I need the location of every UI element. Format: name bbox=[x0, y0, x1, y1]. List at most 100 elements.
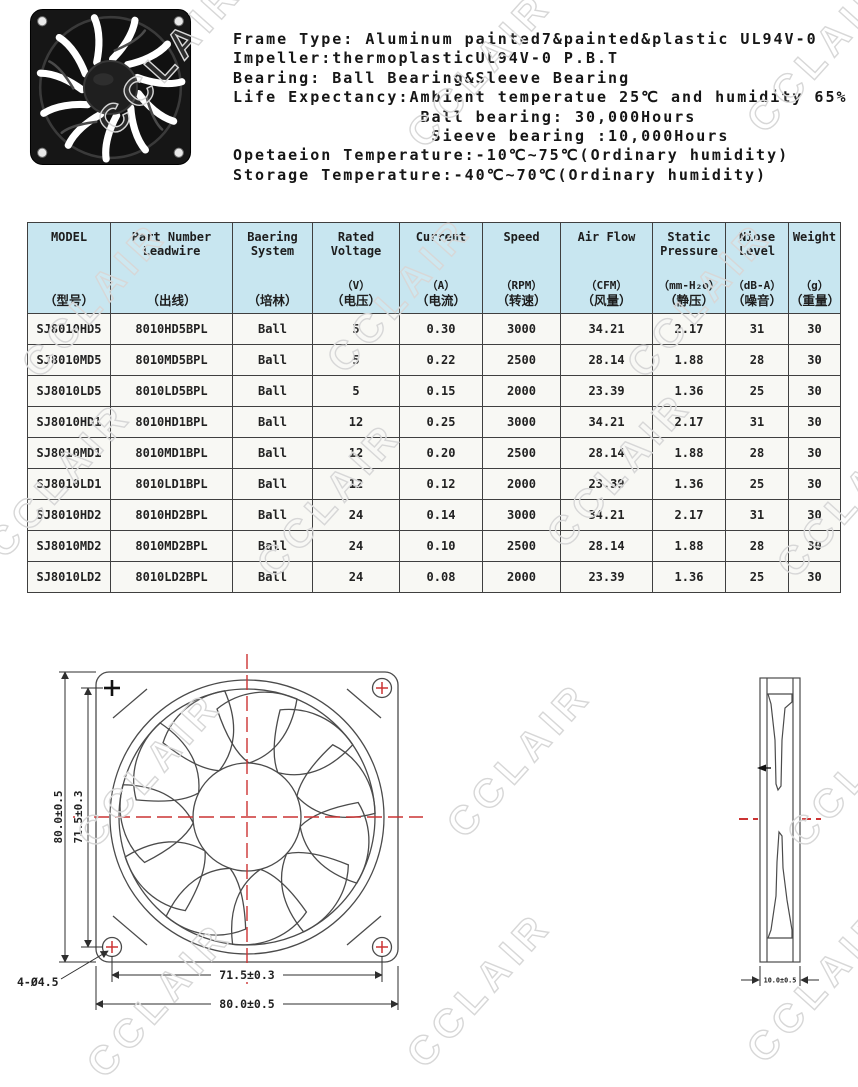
spec-line: Storage Temperature:-40℃~70℃(Ordinary hu… bbox=[233, 165, 768, 184]
dim-left-outer: 80.0±0.5 bbox=[52, 791, 65, 844]
column-header-cn: （电压） bbox=[330, 294, 381, 308]
table-cell: Ball bbox=[232, 437, 313, 469]
fan-corner-holes bbox=[37, 16, 184, 158]
table-cell: 8010LD5BPL bbox=[110, 375, 233, 407]
fan-blades bbox=[36, 14, 186, 163]
table-cell: 8010MD5BPL bbox=[110, 344, 233, 376]
column-header-en: Niose Level bbox=[738, 230, 776, 258]
hub-pointer bbox=[757, 764, 771, 772]
table-row: SJ8010LD1 8010LD1BPL Ball 12 0.12 2000 23.39 1.… bbox=[27, 468, 841, 500]
table-cell: 1.36 bbox=[652, 561, 726, 593]
table-cell: SJ8010HD1 bbox=[27, 406, 111, 438]
table-cell: Ball bbox=[232, 344, 313, 376]
column-header-en: Part Number Leadwire bbox=[131, 230, 212, 258]
dim-thickness: 10.0±0.5 bbox=[764, 977, 797, 985]
table-cell: Ball bbox=[232, 561, 313, 593]
table-cell: 0.14 bbox=[399, 499, 483, 531]
table-cell: 30 bbox=[788, 437, 841, 469]
table-row: SJ8010HD5 8010HD5BPL Ball 5 0.30 3000 34.21 2.1… bbox=[27, 313, 841, 345]
column-header-cn: （出线） bbox=[146, 294, 197, 308]
column-header: Weight （g） （重量） bbox=[788, 222, 841, 314]
table-cell: SJ8010MD1 bbox=[27, 437, 111, 469]
table-cell: Ball bbox=[232, 406, 313, 438]
table-cell: 2000 bbox=[482, 468, 561, 500]
table-cell: Ball bbox=[232, 468, 313, 500]
table-cell: 30 bbox=[788, 344, 841, 376]
table-cell: 25 bbox=[725, 561, 789, 593]
impeller-blades bbox=[115, 684, 382, 952]
table-cell: 0.25 bbox=[399, 406, 483, 438]
fan-hub bbox=[82, 59, 139, 116]
column-header: Baering System （培林） bbox=[232, 222, 313, 314]
column-header-en: MODEL bbox=[50, 230, 88, 244]
table-cell: 30 bbox=[788, 375, 841, 407]
table-cell: 0.20 bbox=[399, 437, 483, 469]
column-header-en: Weight bbox=[792, 230, 837, 244]
column-header: Part Number Leadwire （出线） bbox=[110, 222, 233, 314]
table-row: SJ8010LD2 8010LD2BPL Ball 24 0.08 2000 23.39 1.… bbox=[27, 561, 841, 593]
table-cell: 30 bbox=[788, 468, 841, 500]
column-header-cn: （风量） bbox=[581, 294, 632, 308]
table-cell: 1.88 bbox=[652, 530, 726, 562]
table-cell: 3000 bbox=[482, 406, 561, 438]
column-header-unit: （CFM） bbox=[585, 279, 628, 292]
table-cell: 12 bbox=[312, 468, 400, 500]
table-row: SJ8010HD2 8010HD2BPL Ball 24 0.14 3000 34.21 2.… bbox=[27, 499, 841, 531]
table-cell: 25 bbox=[725, 468, 789, 500]
table-cell: 23.39 bbox=[560, 468, 653, 500]
table-row: SJ8010LD5 8010LD5BPL Ball 5 0.15 2000 23.39 1.3… bbox=[27, 375, 841, 407]
table-header-row: MODEL （型号） Part Number Leadwire （出线） Baering… bbox=[27, 222, 841, 314]
table-row: SJ8010MD5 8010MD5BPL Ball 5 0.22 2500 28.14 1.8… bbox=[27, 344, 841, 376]
table-cell: 2500 bbox=[482, 437, 561, 469]
column-header: MODEL （型号） bbox=[27, 222, 111, 314]
table-row: SJ8010MD1 8010MD1BPL Ball 12 0.20 2500 28.14 1.… bbox=[27, 437, 841, 469]
spec-line: Impeller:thermoplasticUL94V-0 P.B.T bbox=[233, 49, 620, 68]
table-cell: SJ8010HD2 bbox=[27, 499, 111, 531]
hole-callout: 4-Ø4.5 bbox=[17, 975, 59, 989]
table-cell: 2.17 bbox=[652, 406, 726, 438]
fan-product-photo bbox=[29, 9, 192, 165]
table-cell: 8010MD2BPL bbox=[110, 530, 233, 562]
table-cell: 12 bbox=[312, 437, 400, 469]
column-header-unit: （RPM） bbox=[500, 279, 543, 292]
table-cell: 0.30 bbox=[399, 313, 483, 345]
table-cell: Ball bbox=[232, 530, 313, 562]
table-cell: 2.17 bbox=[652, 499, 726, 531]
column-header: Static Pressure （mm-H₂o） （静压） bbox=[652, 222, 726, 314]
table-cell: 1.88 bbox=[652, 437, 726, 469]
spec-text-block: Frame Type: Aluminum painted7&painted&pl… bbox=[233, 30, 858, 185]
table-cell: 1.36 bbox=[652, 375, 726, 407]
column-header-unit: （A） bbox=[426, 279, 456, 292]
column-header-unit: （mm-H₂o） bbox=[658, 279, 720, 292]
table-cell: 8010HD1BPL bbox=[110, 406, 233, 438]
table-cell: 2000 bbox=[482, 375, 561, 407]
table-cell: 25 bbox=[725, 375, 789, 407]
side-view-drawing: 10.0±0.5 bbox=[739, 677, 821, 986]
column-header-cn: （电流） bbox=[415, 294, 466, 308]
column-header-unit: （dB-A） bbox=[732, 279, 782, 292]
table-row: SJ8010HD1 8010HD1BPL Ball 12 0.25 3000 34.21 2.… bbox=[27, 406, 841, 438]
table-cell: 30 bbox=[788, 499, 841, 531]
table-body: SJ8010HD5 8010HD5BPL Ball 5 0.30 3000 34.21 2.1… bbox=[27, 313, 841, 593]
dim-thickness-lines bbox=[741, 966, 819, 986]
spec-line: Life Expectancy:Ambient temperatue 25℃ a… bbox=[233, 88, 848, 107]
column-header-cn: （培林） bbox=[247, 294, 298, 308]
column-header-cn: （噪音） bbox=[731, 294, 782, 308]
table-cell: 31 bbox=[725, 499, 789, 531]
side-outline bbox=[759, 677, 801, 963]
table-cell: 28.14 bbox=[560, 530, 653, 562]
column-header-en: Rated Voltage bbox=[330, 230, 382, 258]
table-cell: 8010HD2BPL bbox=[110, 499, 233, 531]
table-cell: 24 bbox=[312, 561, 400, 593]
column-header: Niose Level （dB-A） （噪音） bbox=[725, 222, 789, 314]
column-header-en: Static Pressure bbox=[660, 230, 718, 258]
spec-line: Bearing: Ball Bearing&Sleeve Bearing bbox=[233, 68, 631, 87]
table-cell: 8010MD1BPL bbox=[110, 437, 233, 469]
table-cell: 28.14 bbox=[560, 344, 653, 376]
table-cell: SJ8010LD5 bbox=[27, 375, 111, 407]
blade-section-bottom bbox=[767, 830, 793, 939]
table-cell: 28.14 bbox=[560, 437, 653, 469]
table-cell: 24 bbox=[312, 530, 400, 562]
cclair-watermark: CCLAIR bbox=[438, 672, 601, 847]
table-cell: 28 bbox=[725, 344, 789, 376]
